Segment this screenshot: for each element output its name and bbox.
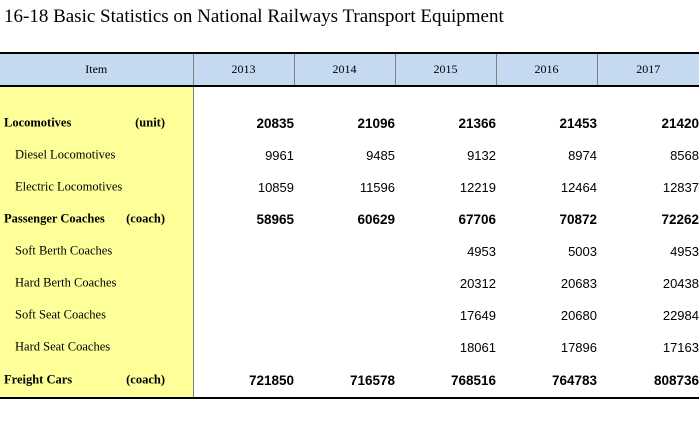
- row-name: Soft Seat Coaches: [15, 307, 106, 322]
- cell-2017: 22984: [662, 307, 699, 323]
- cell-2016: 70872: [559, 211, 597, 227]
- table-row-passenger-coaches: Passenger Coaches (coach) 58965 60629 67…: [0, 203, 699, 235]
- header-year-2015: 2015: [394, 52, 496, 87]
- cell-2017: 21420: [661, 115, 699, 131]
- cell-2013: 9961: [265, 147, 294, 163]
- cell-2015: 4953: [467, 243, 496, 259]
- cell-2017: 8568: [670, 147, 699, 163]
- row-label: Soft Berth Coaches: [0, 235, 194, 267]
- row-label: Hard Seat Coaches: [0, 331, 194, 363]
- cell-2014: [294, 267, 395, 299]
- cell-2014: [294, 331, 395, 363]
- row-unit: (unit): [135, 115, 165, 130]
- header-year-2017: 2017: [596, 52, 699, 87]
- statistics-table: Item 2013 2014 2015 2016 2017 Locomotive…: [0, 52, 699, 399]
- cell-2016: 764783: [496, 363, 597, 399]
- row-name: Soft Berth Coaches: [15, 243, 113, 258]
- cell-2016: 21453: [559, 115, 597, 131]
- row-label: Passenger Coaches (coach): [0, 203, 194, 235]
- cell-2013: [193, 331, 294, 363]
- cell-2013: 20835: [256, 115, 294, 131]
- row-name: Hard Seat Coaches: [15, 339, 111, 354]
- cell-2015: 18061: [459, 339, 496, 355]
- cell-2016: 20683: [560, 275, 597, 291]
- cell-2016: 20680: [560, 307, 597, 323]
- table-row-locomotives: Locomotives (unit) 20835 21096 21366 214…: [0, 107, 699, 139]
- cell-2017: 808736: [597, 363, 699, 399]
- cell-2014: 21096: [357, 115, 395, 131]
- cell-2013: [193, 299, 294, 331]
- cell-2015: 12219: [459, 179, 496, 195]
- spacer-row: [0, 86, 699, 107]
- header-year-2013: 2013: [192, 52, 294, 87]
- header-item: Item: [0, 52, 193, 87]
- header-year-2016: 2016: [495, 52, 597, 87]
- cell-2016: 8974: [568, 147, 597, 163]
- cell-2017: 12837: [662, 179, 699, 195]
- table-row-soft-berth-coaches: Soft Berth Coaches 4953 5003 4953: [0, 235, 699, 267]
- row-label: Hard Berth Coaches: [0, 267, 194, 299]
- row-label: Locomotives (unit): [0, 107, 194, 139]
- cell-2015: 67706: [458, 211, 496, 227]
- cell-2015: 20312: [459, 275, 496, 291]
- cell-2014: 9485: [366, 147, 395, 163]
- cell-2015: 21366: [458, 115, 496, 131]
- row-label: Diesel Locomotives: [0, 139, 194, 171]
- row-name: Locomotives: [4, 115, 72, 130]
- cell-2014: 11596: [359, 179, 395, 195]
- row-unit: (coach): [126, 372, 165, 387]
- header-row: Item 2013 2014 2015 2016 2017: [0, 52, 699, 87]
- table-row-electric-locomotives: Electric Locomotives 10859 11596 12219 1…: [0, 171, 699, 203]
- table-row-soft-seat-coaches: Soft Seat Coaches 17649 20680 22984: [0, 299, 699, 331]
- row-label: Electric Locomotives: [0, 171, 194, 203]
- cell-2013: 10859: [257, 179, 294, 195]
- cell-2017: 17163: [662, 339, 699, 355]
- table-row-hard-seat-coaches: Hard Seat Coaches 18061 17896 17163: [0, 331, 699, 363]
- table-row-hard-berth-coaches: Hard Berth Coaches 20312 20683 20438: [0, 267, 699, 299]
- cell-2017: 20438: [662, 275, 699, 291]
- cell-2016: 17896: [560, 339, 597, 355]
- row-name: Electric Locomotives: [15, 179, 123, 194]
- row-name: Diesel Locomotives: [15, 147, 116, 162]
- row-label: Soft Seat Coaches: [0, 299, 194, 331]
- table-row-diesel-locomotives: Diesel Locomotives 9961 9485 9132 8974 8…: [0, 139, 699, 171]
- cell-2014: 60629: [357, 211, 395, 227]
- table-row-freight-cars: Freight Cars (coach) 721850 716578 76851…: [0, 363, 699, 399]
- cell-2013: 58965: [256, 211, 294, 227]
- cell-2017: 72262: [661, 211, 699, 227]
- cell-2013: [193, 235, 294, 267]
- cell-2014: [294, 235, 395, 267]
- cell-2016: 12464: [560, 179, 597, 195]
- row-name: Hard Berth Coaches: [15, 275, 117, 290]
- cell-2014: 716578: [294, 363, 395, 399]
- cell-2013: 721850: [193, 363, 294, 399]
- row-name: Freight Cars: [4, 372, 73, 387]
- cell-2015: 768516: [395, 363, 496, 399]
- cell-2017: 4953: [670, 243, 699, 259]
- row-name: Passenger Coaches: [4, 211, 105, 226]
- cell-2016: 5003: [568, 243, 597, 259]
- cell-2013: [193, 267, 294, 299]
- cell-2014: [294, 299, 395, 331]
- header-year-2014: 2014: [293, 52, 395, 87]
- cell-2015: 9132: [467, 147, 496, 163]
- cell-2015: 17649: [459, 307, 496, 323]
- row-unit: (coach): [126, 211, 165, 226]
- page-title: 16-18 Basic Statistics on National Railw…: [4, 6, 504, 27]
- row-label: Freight Cars (coach): [0, 363, 194, 399]
